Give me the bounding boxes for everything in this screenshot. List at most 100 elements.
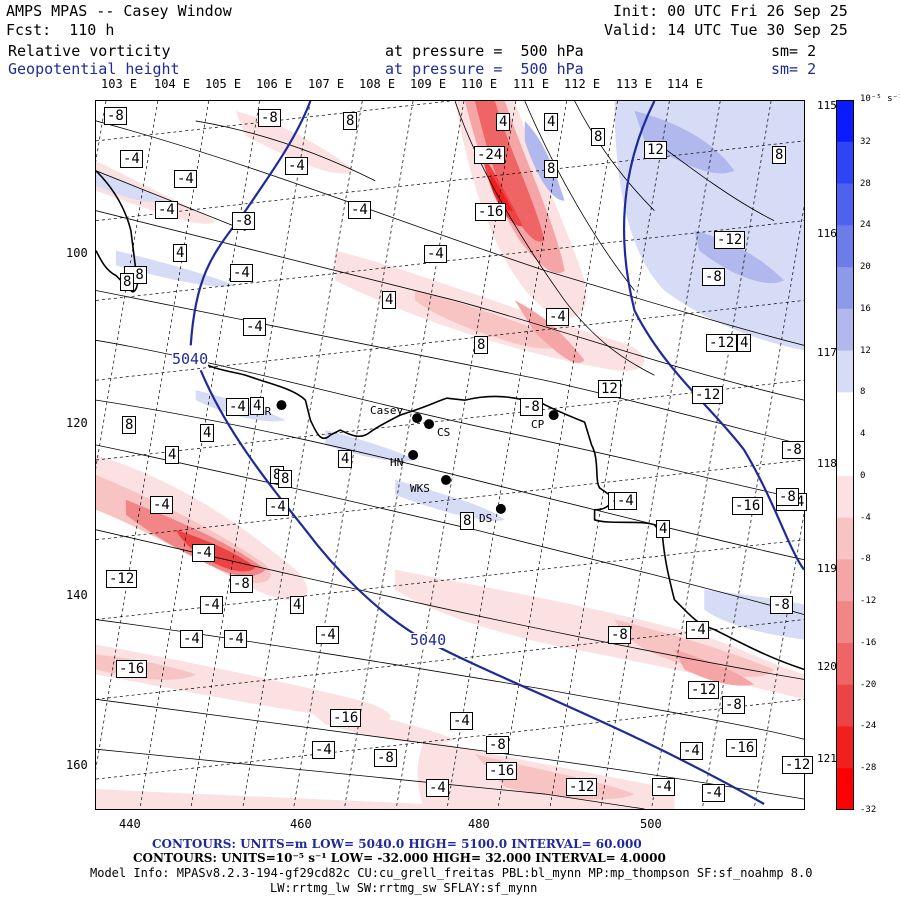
vorticity-contour-label: -4 — [192, 544, 215, 562]
vorticity-contour-label: 4 — [200, 424, 215, 442]
colorbar-tick: 12 — [860, 346, 871, 356]
colorbar-tick: 8 — [860, 387, 866, 397]
station-markers — [276, 400, 559, 514]
vorticity-contour-label: -12 — [106, 570, 138, 588]
vorticity-contour-label: 8 — [591, 128, 606, 146]
vorticity-contour-label: 4 — [382, 291, 397, 309]
vorticity-contour-label: -8 — [520, 398, 543, 416]
colorbar-swatch — [836, 225, 854, 268]
valid-time: Valid: 14 UTC Tue 30 Sep 25 — [604, 21, 848, 39]
lon-label: 108 E — [359, 77, 396, 91]
vorticity-contour-label: 8 — [278, 470, 293, 488]
colorbar-tick: 24 — [860, 220, 871, 230]
vorticity-contour-label: -8 — [374, 749, 397, 767]
lon-label: 104 E — [154, 77, 191, 91]
vorticity-contour-label: 4 — [496, 113, 511, 131]
map-plot — [95, 100, 805, 810]
colorbar-unit: 10⁻⁵ s⁻¹ — [860, 94, 900, 104]
vorticity-contour-label: -8 — [486, 736, 509, 754]
colorbar-tick: -8 — [860, 554, 871, 564]
field2-name: Geopotential height — [8, 60, 180, 78]
vorticity-contour-label: -4 — [224, 630, 247, 648]
vorticity-contours — [96, 101, 804, 809]
vorticity-contour-label: 4 — [544, 113, 559, 131]
lon-label: 107 E — [308, 77, 345, 91]
lon-label: 113 E — [616, 77, 653, 91]
vorticity-contour-label: -8 — [770, 596, 793, 614]
station-label-cs: CS — [437, 426, 451, 439]
vorticity-contour-label: -16 — [486, 762, 518, 780]
vorticity-contour-label: -8 — [702, 268, 725, 286]
vorticity-contour-label: -12 — [782, 756, 814, 774]
station-label-cp: CP — [531, 418, 545, 431]
colorbar-swatch — [836, 308, 854, 352]
station-label-sr: SR — [258, 405, 272, 418]
colorbar-tick: -20 — [860, 680, 877, 690]
vorticity-contour-label: -4 — [120, 150, 143, 168]
lon-label: 103 E — [101, 77, 138, 91]
vorticity-contour-label: -4 — [150, 496, 173, 514]
vorticity-contour-label: -8 — [230, 575, 253, 593]
colorbar-tick: 28 — [860, 179, 871, 189]
vorticity-contour-label: 12 — [644, 141, 667, 159]
station-label-wks: WKS — [410, 482, 430, 495]
vorticity-contour-label: 12 — [598, 380, 621, 398]
vorticity-contour-label: -8 — [782, 441, 805, 459]
vorticity-contour-label: -4 — [180, 630, 203, 648]
colorbar-swatch — [836, 517, 854, 560]
vorticity-contour-label: -8 — [232, 212, 255, 230]
vorticity-contour-label: -4 — [200, 596, 223, 614]
height-contours — [189, 101, 804, 805]
vorticity-contour-label: -12 — [714, 231, 746, 249]
colorbar-tick: -32 — [860, 805, 877, 815]
field2-level: at pressure = 500 hPa — [385, 60, 584, 78]
vorticity-contour-label: 4 — [250, 397, 265, 415]
field1-level: at pressure = 500 hPa — [385, 42, 584, 60]
model-info-physics: LW:rrtmg_lw SW:rrtmg_sw SFLAY:sf_mynn — [270, 881, 538, 895]
colorbar-swatch — [836, 100, 854, 143]
vorticity-contour-label: -16 — [732, 497, 764, 515]
vorticity-contour-label: 8 — [460, 512, 475, 530]
station-label-casey: Casey — [370, 404, 404, 417]
vorticity-contour-label: -4 — [316, 626, 339, 644]
vorticity-contour-label: 4 — [165, 446, 180, 464]
station-label-hn: HN — [390, 456, 404, 469]
vorticity-contour-label: -4 — [312, 741, 335, 759]
lon-label: 112 E — [564, 77, 601, 91]
vorticity-contour-info: CONTOURS: UNITS=10⁻⁵ s⁻¹ LOW= -32.000 HI… — [133, 851, 666, 865]
model-info: Model Info: MPASv8.2.3-194-gf29cd82c CU:… — [90, 866, 813, 880]
vorticity-contour-label: -16 — [116, 660, 148, 678]
colorbar-swatch — [836, 350, 854, 393]
vorticity-contour-label: 4 — [656, 520, 671, 538]
lon-label: 111 E — [513, 77, 550, 91]
vorticity-contour-label: 8 — [474, 336, 489, 354]
field2-smoothing: sm= 2 — [771, 60, 817, 78]
colorbar-tick: -16 — [860, 638, 877, 648]
colorbar-tick: 0 — [860, 471, 866, 481]
vorticity-contour-label: -4 — [230, 264, 253, 282]
colorbar-tick: 32 — [860, 137, 871, 147]
vorticity-contour-label: -16 — [726, 739, 758, 757]
colorbar-swatch — [836, 267, 854, 310]
vorticity-contour-label: -8 — [776, 488, 799, 506]
vorticity-contour-label: -4 — [266, 498, 289, 516]
vorticity-contour-label: -4 — [174, 170, 197, 188]
vorticity-contour-label: 8 — [772, 146, 787, 164]
vorticity-contour-label: -4 — [285, 157, 308, 175]
vorticity-contour-label: 8 — [122, 416, 137, 434]
colorbar-swatch — [836, 684, 854, 727]
forecast-hour: Fcst: 110 h — [6, 21, 115, 39]
colorbar-swatch — [836, 141, 854, 185]
height-label: 5040 — [172, 350, 209, 368]
vorticity-contour-label: -8 — [722, 696, 745, 714]
lon-label: 114 E — [667, 77, 704, 91]
vorticity-contour-label: -12 — [688, 681, 720, 699]
vorticity-contour-label: -8 — [608, 626, 631, 644]
colorbar-tick: 4 — [860, 429, 866, 439]
y-tick: 100 — [66, 246, 88, 260]
vorticity-contour-label: 4 — [338, 450, 353, 468]
lon-label: 105 E — [205, 77, 242, 91]
vorticity-contour-label: -24 — [474, 146, 506, 164]
vorticity-contour-label: -4 — [450, 712, 473, 730]
lon-label: 110 E — [461, 77, 498, 91]
